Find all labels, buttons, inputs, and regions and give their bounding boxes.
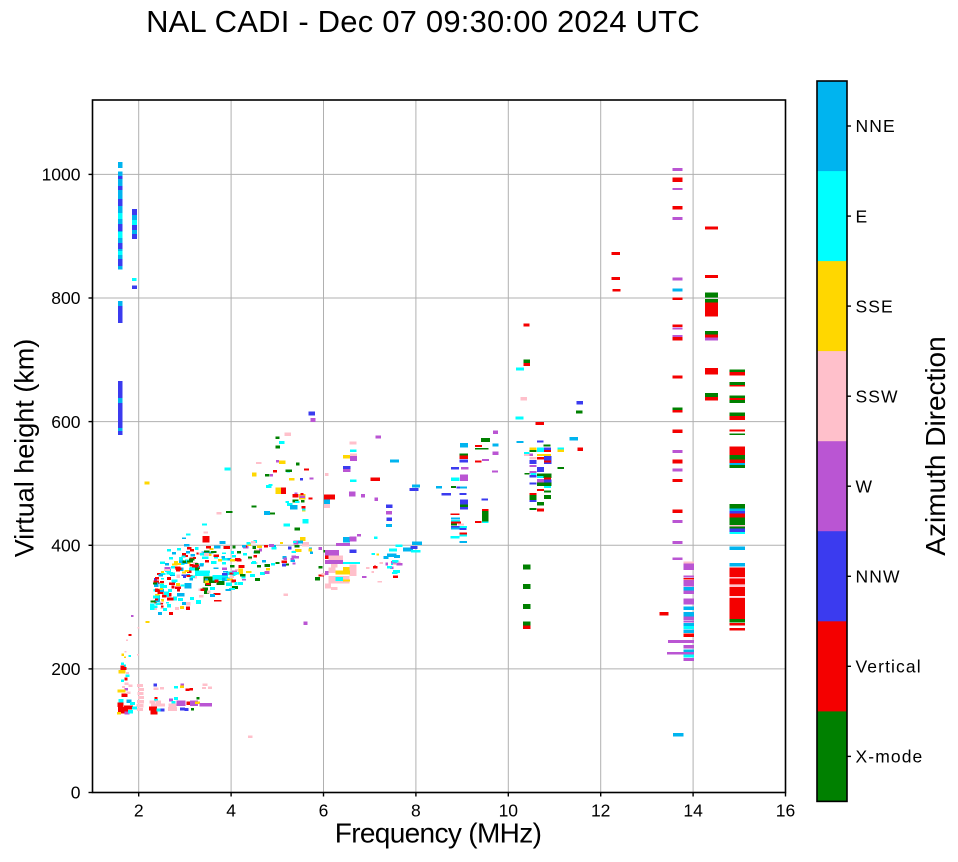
svg-text:16: 16 — [776, 801, 795, 821]
svg-text:NNE: NNE — [856, 116, 896, 136]
svg-text:10: 10 — [499, 801, 519, 821]
svg-text:SSW: SSW — [856, 386, 899, 406]
svg-text:4: 4 — [226, 801, 236, 821]
svg-text:Azimuth Direction: Azimuth Direction — [920, 336, 951, 555]
svg-text:800: 800 — [51, 288, 80, 308]
svg-text:14: 14 — [683, 801, 703, 821]
svg-text:SSE: SSE — [856, 296, 894, 316]
svg-text:0: 0 — [71, 783, 81, 803]
svg-text:400: 400 — [51, 536, 80, 556]
svg-text:NAL CADI - Dec 07 09:30:00 202: NAL CADI - Dec 07 09:30:00 2024 UTC — [146, 4, 700, 39]
svg-text:Vertical: Vertical — [856, 657, 922, 677]
svg-text:12: 12 — [591, 801, 610, 821]
svg-text:2: 2 — [134, 801, 144, 821]
svg-text:1000: 1000 — [42, 165, 81, 185]
svg-text:NNW: NNW — [856, 567, 901, 587]
svg-text:W: W — [856, 476, 874, 496]
svg-text:E: E — [856, 206, 869, 226]
svg-text:8: 8 — [411, 801, 421, 821]
svg-text:X-mode: X-mode — [856, 747, 924, 767]
svg-text:6: 6 — [319, 801, 329, 821]
svg-text:Frequency (MHz): Frequency (MHz) — [335, 817, 542, 848]
svg-text:Virtual height (km): Virtual height (km) — [10, 339, 40, 558]
svg-text:600: 600 — [51, 412, 80, 432]
svg-text:200: 200 — [51, 659, 80, 679]
